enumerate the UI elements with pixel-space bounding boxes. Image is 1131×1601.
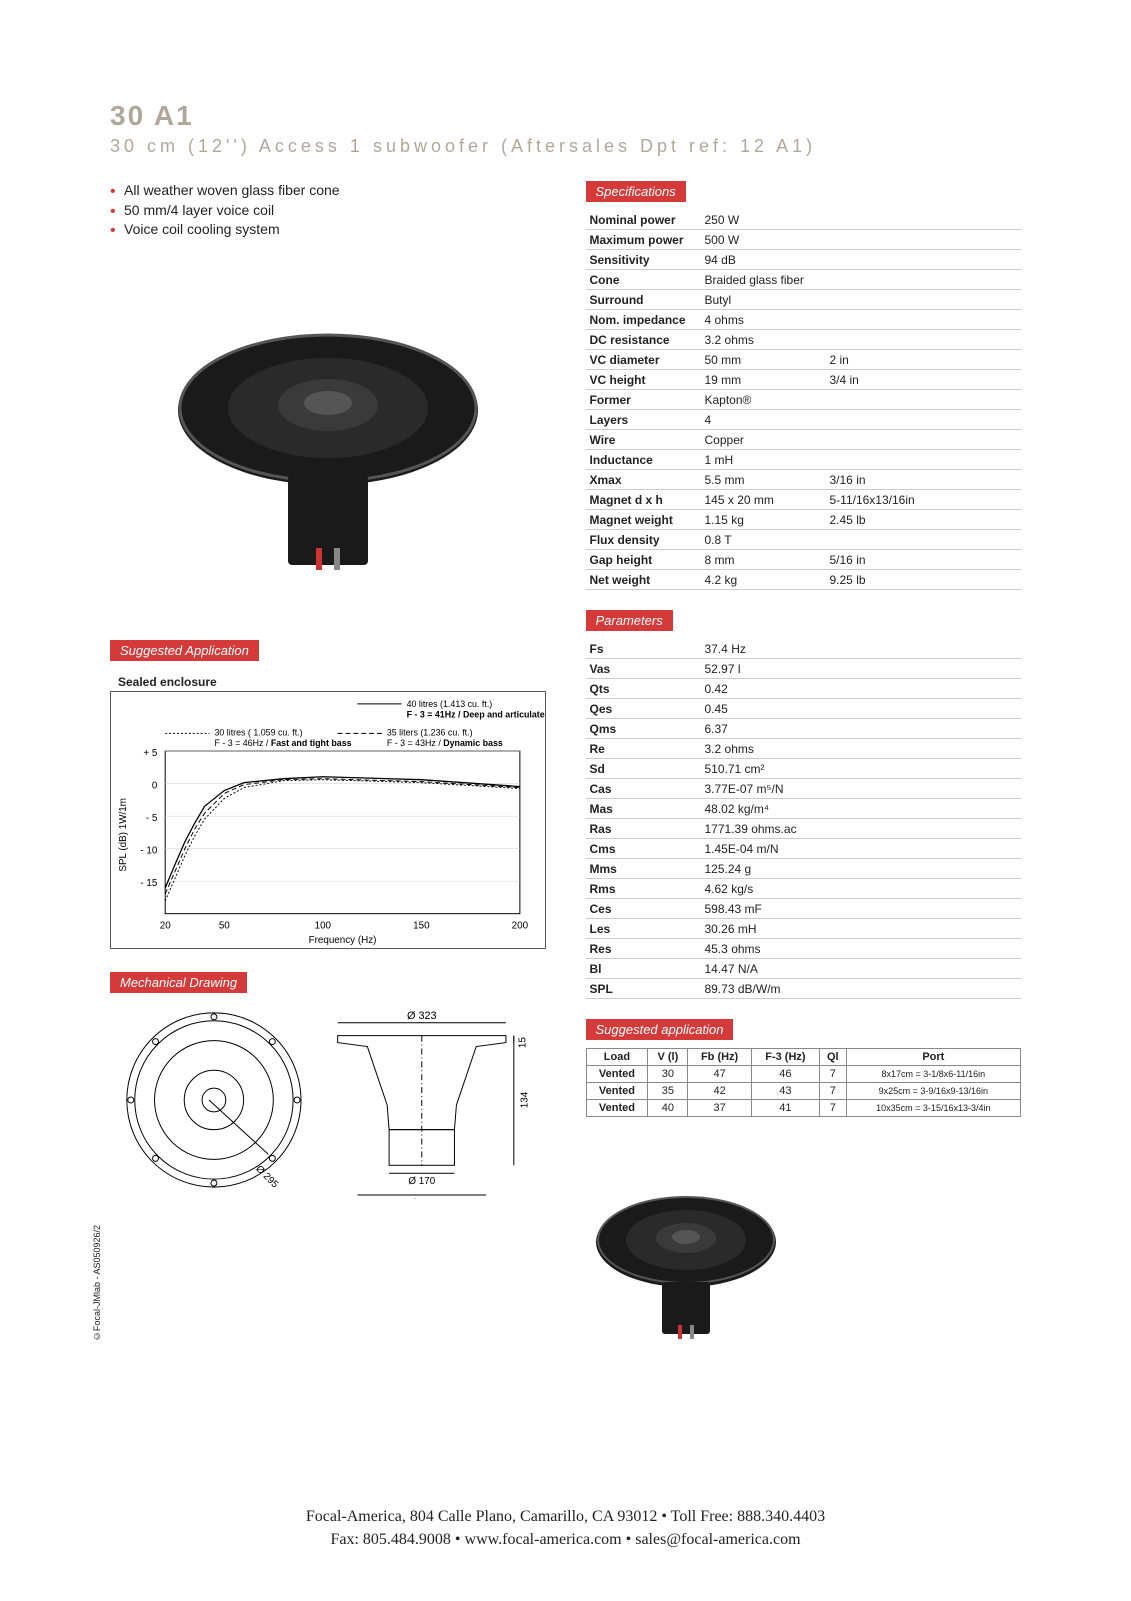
- table-row: Vented35424379x25cm = 3-9/16x9-13/16in: [586, 1083, 1021, 1100]
- specifications-table: Nominal power250 WMaximum power500 WSens…: [586, 210, 1022, 590]
- svg-text:Ø 275: Ø 275: [408, 1198, 435, 1199]
- chart-legend: 40 litres (1.413 cu. ft.): [407, 699, 493, 709]
- table-row: Mas48.02 kg/m⁴: [586, 799, 1022, 819]
- feature-list: All weather woven glass fiber cone 50 mm…: [110, 181, 546, 240]
- svg-text:F - 3 = 43Hz / Dynamic bass: F - 3 = 43Hz / Dynamic bass: [387, 738, 503, 748]
- table-row: Qts0.42: [586, 679, 1022, 699]
- table-row: Inductance1 mH: [586, 450, 1022, 470]
- table-row: Vented403741710x35cm = 3-15/16x13-3/4in: [586, 1100, 1021, 1117]
- svg-text:SPL (dB) 1W/1m: SPL (dB) 1W/1m: [118, 798, 129, 871]
- table-row: WireCopper: [586, 430, 1022, 450]
- footer-line-1: Focal-America, 804 Calle Plano, Camarill…: [0, 1506, 1131, 1528]
- section-label-specifications: Specifications: [586, 181, 686, 202]
- table-row: Vented30474678x17cm = 3-1/8x6-11/16in: [586, 1066, 1021, 1083]
- svg-text:Ø 323: Ø 323: [407, 1010, 437, 1022]
- table-row: Cms1.45E-04 m/N: [586, 839, 1022, 859]
- product-subtitle: 30 cm (12'') Access 1 subwoofer (Aftersa…: [110, 136, 1021, 157]
- table-row: Xmax5.5 mm3/16 in: [586, 470, 1022, 490]
- table-row: DC resistance3.2 ohms: [586, 330, 1022, 350]
- table-row: ConeBraided glass fiber: [586, 270, 1022, 290]
- svg-text:- 10: - 10: [140, 845, 157, 856]
- svg-text:- 5: - 5: [146, 813, 158, 824]
- svg-text:50: 50: [219, 920, 230, 931]
- svg-text:15: 15: [518, 1037, 529, 1048]
- table-row: Magnet weight1.15 kg2.45 lb: [586, 510, 1022, 530]
- feature-item: 50 mm/4 layer voice coil: [110, 201, 546, 221]
- table-row: Gap height8 mm5/16 in: [586, 550, 1022, 570]
- table-row: Qes0.45: [586, 699, 1022, 719]
- svg-text:- 15: - 15: [140, 878, 157, 889]
- table-row: Qms6.37: [586, 719, 1022, 739]
- table-row: Magnet d x h145 x 20 mm5-11/16x13/16in: [586, 490, 1022, 510]
- table-row: VC diameter50 mm2 in: [586, 350, 1022, 370]
- feature-item: Voice coil cooling system: [110, 220, 546, 240]
- svg-text:0: 0: [152, 780, 158, 791]
- table-row: Bl14.47 N/A: [586, 959, 1022, 979]
- svg-text:100: 100: [315, 920, 332, 931]
- svg-text:30 litres ( 1.059 cu. ft.): 30 litres ( 1.059 cu. ft.): [214, 727, 302, 737]
- chart-enclosure-label: Sealed enclosure: [118, 675, 546, 689]
- section-label-mechanical: Mechanical Drawing: [110, 972, 247, 993]
- table-row: Sensitivity94 dB: [586, 250, 1022, 270]
- parameters-table: Fs37.4 HzVas52.97 lQts0.42Qes0.45Qms6.37…: [586, 639, 1022, 999]
- table-row: Cas3.77E-07 m⁵/N: [586, 779, 1022, 799]
- feature-item: All weather woven glass fiber cone: [110, 181, 546, 201]
- footer-line-2: Fax: 805.484.9008 • www.focal-america.co…: [0, 1529, 1131, 1551]
- application-table: LoadV (l)Fb (Hz)F-3 (Hz)QlPort Vented304…: [586, 1048, 1022, 1117]
- table-row: Re3.2 ohms: [586, 739, 1022, 759]
- table-row: Maximum power500 W: [586, 230, 1022, 250]
- table-row: Net weight4.2 kg9.25 lb: [586, 570, 1022, 590]
- response-chart: 40 litres (1.413 cu. ft.) F - 3 = 41Hz /…: [110, 691, 546, 949]
- table-row: SurroundButyl: [586, 290, 1022, 310]
- table-row: Res45.3 ohms: [586, 939, 1022, 959]
- svg-text:Unit : mm: Unit : mm: [468, 1198, 506, 1199]
- table-row: Les30.26 mH: [586, 919, 1022, 939]
- product-title: 30 A1: [110, 100, 1021, 132]
- table-row: Mms125.24 g: [586, 859, 1022, 879]
- svg-text:F - 3 = 41Hz / Deep and articu: F - 3 = 41Hz / Deep and articulate bass: [407, 709, 546, 719]
- copyright-text: ©Focal-JMlab - AS050926/2: [92, 1225, 102, 1341]
- table-row: Flux density0.8 T: [586, 530, 1022, 550]
- svg-text:134: 134: [520, 1091, 531, 1108]
- table-row: FormerKapton®: [586, 390, 1022, 410]
- svg-text:Ø 295: Ø 295: [253, 1164, 280, 1191]
- svg-text:20: 20: [160, 920, 171, 931]
- table-row: Fs37.4 Hz: [586, 639, 1022, 659]
- table-row: Nom. impedance4 ohms: [586, 310, 1022, 330]
- footer: Focal-America, 804 Calle Plano, Camarill…: [0, 1506, 1131, 1551]
- product-image-small: [586, 1167, 786, 1347]
- svg-text:200: 200: [512, 920, 529, 931]
- svg-text:Frequency (Hz): Frequency (Hz): [309, 935, 377, 946]
- svg-text:Ø 170: Ø 170: [408, 1176, 435, 1187]
- table-row: Nominal power250 W: [586, 210, 1022, 230]
- svg-text:F - 3 = 46Hz / Fast and tight: F - 3 = 46Hz / Fast and tight bass: [214, 738, 351, 748]
- table-row: Ras1771.39 ohms.ac: [586, 819, 1022, 839]
- table-row: Vas52.97 l: [586, 659, 1022, 679]
- svg-text:150: 150: [413, 920, 430, 931]
- table-row: Layers4: [586, 410, 1022, 430]
- table-row: VC height19 mm3/4 in: [586, 370, 1022, 390]
- section-label-parameters: Parameters: [586, 610, 673, 631]
- svg-text:+ 5: + 5: [143, 748, 157, 759]
- table-row: Rms4.62 kg/s: [586, 879, 1022, 899]
- table-row: Sd510.71 cm²: [586, 759, 1022, 779]
- svg-text:35 liters (1.236 cu. ft.): 35 liters (1.236 cu. ft.): [387, 727, 473, 737]
- section-label-suggested-app: Suggested Application: [110, 640, 259, 661]
- product-image: [158, 300, 498, 600]
- mechanical-drawing: Ø 295 Ø 323 Ø 170 Ø 275 15: [110, 1001, 546, 1199]
- table-row: Ces598.43 mF: [586, 899, 1022, 919]
- section-label-suggested-app-right: Suggested application: [586, 1019, 734, 1040]
- table-row: SPL89.73 dB/W/m: [586, 979, 1022, 999]
